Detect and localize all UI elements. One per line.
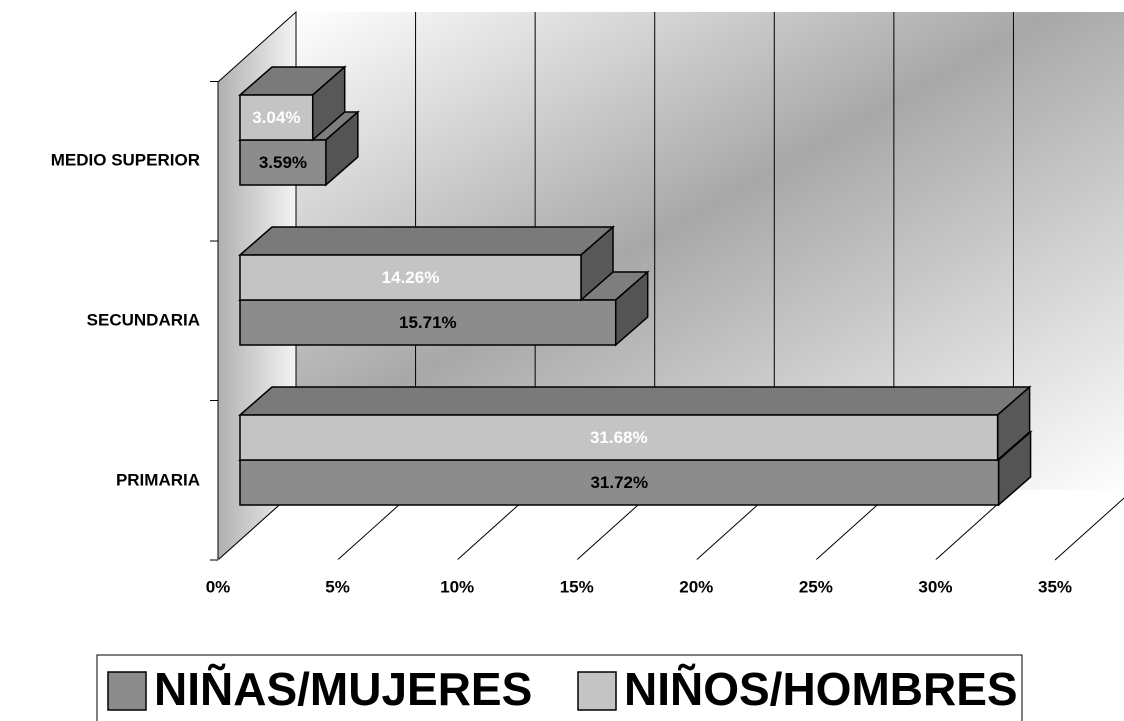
x-tick-label: 35% xyxy=(1038,577,1072,596)
x-tick-label: 25% xyxy=(799,577,833,596)
legend-swatch xyxy=(107,671,147,711)
bar xyxy=(239,414,999,461)
value-label: 31.72% xyxy=(590,473,648,492)
bar xyxy=(239,139,327,186)
y-tick-label: MEDIO SUPERIOR xyxy=(51,150,200,169)
legend-swatch xyxy=(577,671,617,711)
value-label: 3.04% xyxy=(252,108,300,127)
x-tick-label: 0% xyxy=(206,577,231,596)
legend-label: NIÑOS/HOMBRES xyxy=(624,663,1018,715)
legend-label: NIÑAS/MUJERES xyxy=(154,663,532,715)
x-tick-label: 5% xyxy=(325,577,350,596)
value-label: 31.68% xyxy=(590,428,648,447)
x-tick-label: 15% xyxy=(560,577,594,596)
bar-top xyxy=(238,226,616,256)
bar-top xyxy=(238,386,1032,416)
value-label: 3.59% xyxy=(259,153,307,172)
x-tick-label: 10% xyxy=(440,577,474,596)
floor-line xyxy=(1054,497,1124,561)
x-tick-label: 30% xyxy=(918,577,952,596)
y-tick-label: SECUNDARIA xyxy=(87,310,200,329)
bar xyxy=(239,254,582,301)
value-label: 14.26% xyxy=(382,268,440,287)
legend-box xyxy=(96,654,1023,721)
y-tick-label: PRIMARIA xyxy=(116,470,200,489)
floor xyxy=(218,490,1124,560)
bar xyxy=(239,94,314,141)
x-tick-label: 20% xyxy=(679,577,713,596)
value-label: 15.71% xyxy=(399,313,457,332)
